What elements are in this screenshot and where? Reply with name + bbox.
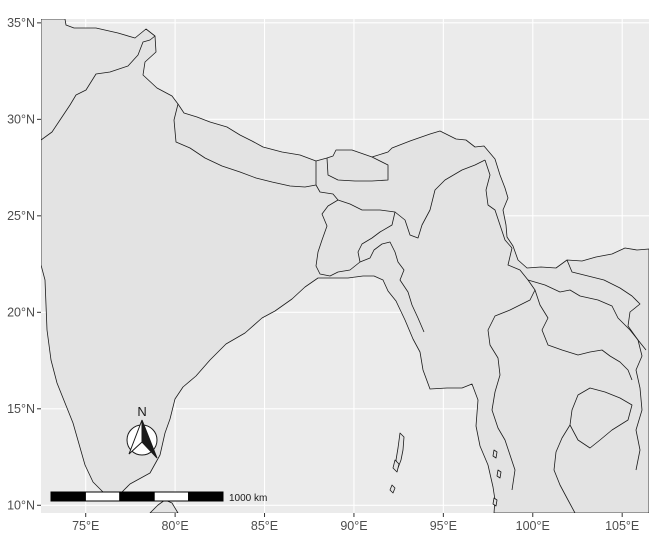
north-arrow: N — [126, 404, 158, 459]
border-india-pakistan — [41, 35, 156, 141]
indian-subcontinent-landmass — [41, 19, 649, 513]
x-tick-label: 105°E — [605, 519, 639, 533]
scale-bar-segment — [153, 491, 190, 502]
border-laos-thailand — [534, 289, 633, 381]
x-tick-label: 80°E — [161, 519, 188, 533]
border-bangladesh — [337, 199, 396, 263]
y-tick-label: 25°N — [7, 209, 35, 223]
x-tick-label: 90°E — [340, 519, 367, 533]
scale-bar-segments — [50, 491, 224, 502]
x-tick-label: 100°E — [516, 519, 550, 533]
y-axis: 10°N 15°N 20°N 25°N 30°N 35°N — [7, 16, 41, 512]
north-arrow-label: N — [137, 404, 146, 419]
x-axis: 75°E 80°E 85°E 90°E 95°E 100°E 105°E — [72, 513, 639, 533]
border-myanmar-china — [484, 159, 513, 249]
scale-bar-label: 1000 km — [229, 493, 267, 504]
andaman-islands — [389, 432, 405, 494]
y-tick-label: 15°N — [7, 402, 35, 416]
north-arrow-right-half — [141, 419, 158, 459]
border-nepal — [173, 103, 317, 188]
y-tick-label: 30°N — [7, 112, 35, 126]
x-tick-label: 95°E — [430, 519, 457, 533]
border-myanmar-india — [394, 159, 486, 239]
y-tick-label: 10°N — [7, 498, 35, 512]
scale-bar-segment — [50, 491, 86, 502]
border-laos — [527, 279, 647, 351]
x-tick-label: 85°E — [251, 519, 278, 533]
scale-bar: 1000 km — [50, 491, 267, 504]
border-northeast-india — [315, 184, 425, 333]
scale-bar-segment — [188, 491, 224, 502]
x-tick-label: 75°E — [72, 519, 99, 533]
coast-thailand-gulf — [553, 424, 576, 513]
border-bhutan-china — [326, 156, 389, 182]
coastal-islands-myanmar — [492, 449, 502, 507]
border-vietnam — [566, 259, 643, 471]
y-tick-label: 35°N — [7, 16, 35, 30]
scale-bar-segment — [84, 491, 121, 502]
y-tick-label: 20°N — [7, 305, 35, 319]
scale-bar-segment — [119, 491, 155, 502]
